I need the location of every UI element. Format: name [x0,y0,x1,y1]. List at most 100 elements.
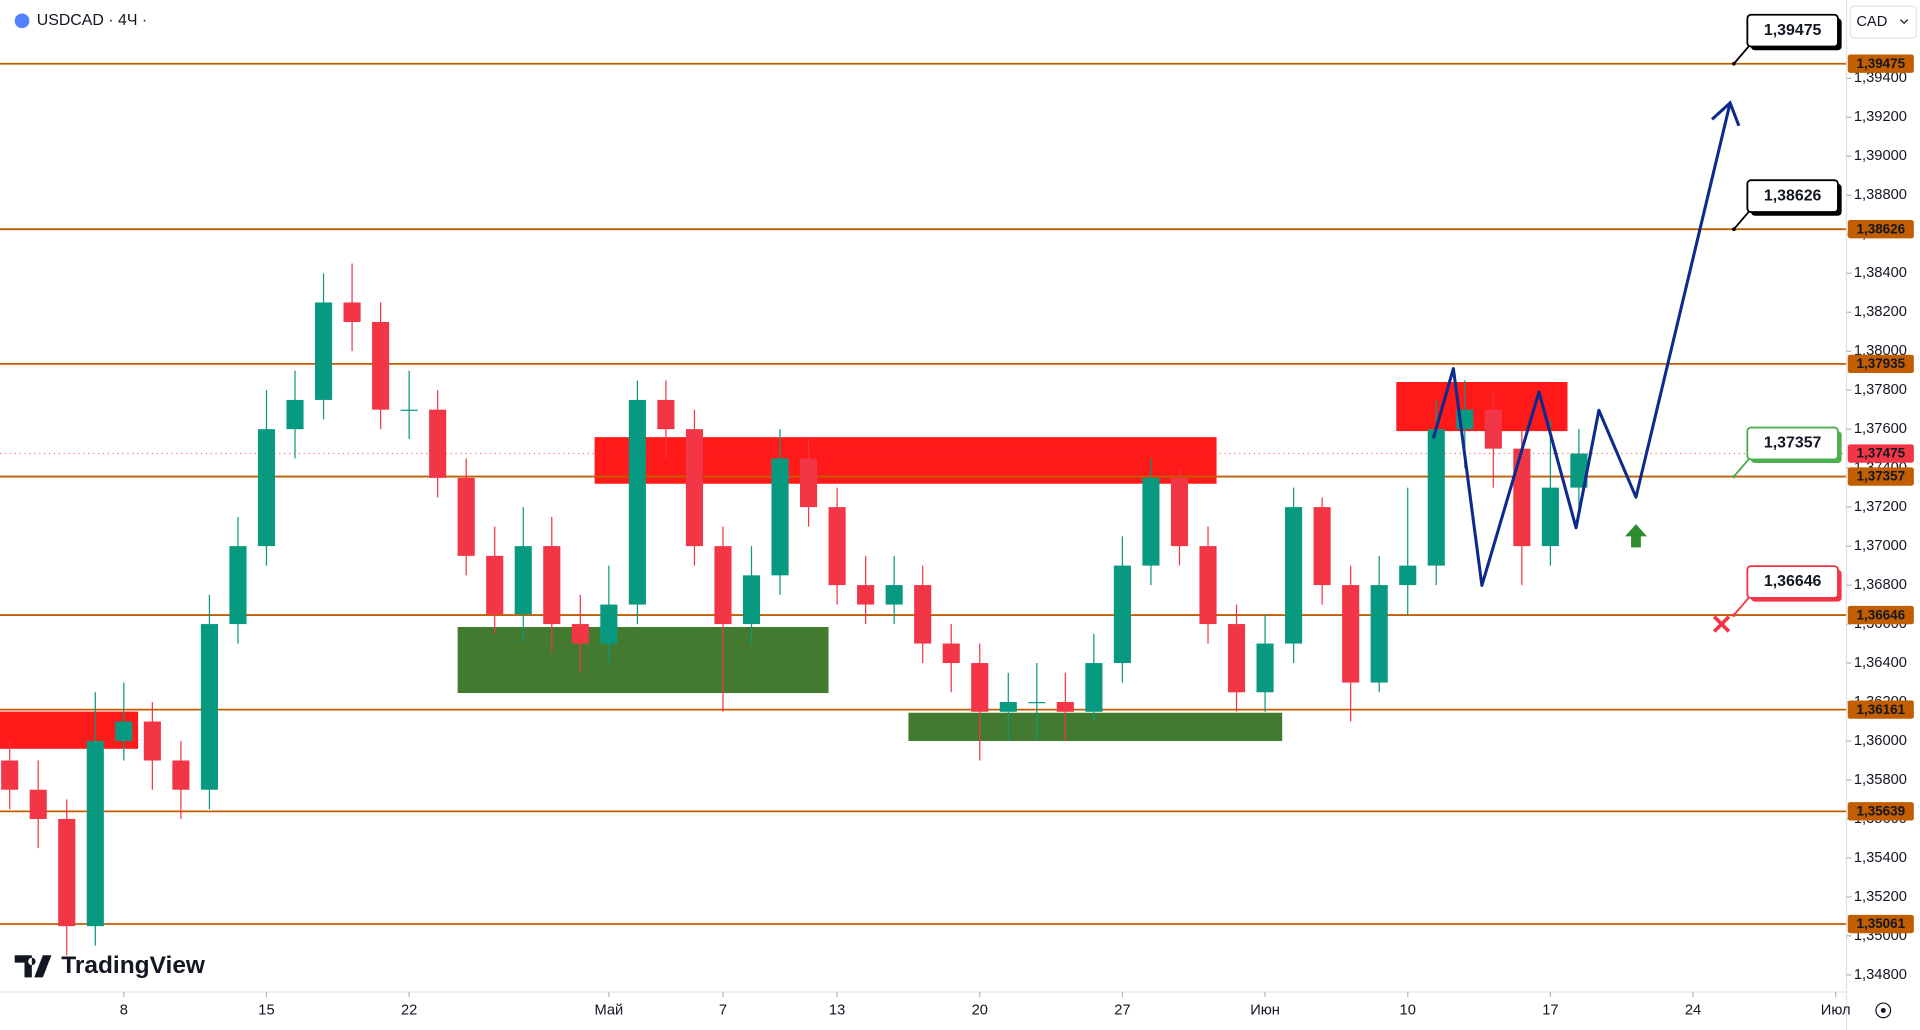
candle-body [914,585,932,644]
candle-body [457,477,475,556]
candle-body [1142,477,1160,566]
price-tag [1847,700,1914,719]
candle-body [771,458,789,576]
y-tick-label: 1,37600 [1854,421,1907,437]
x-tick-label: 24 [1685,1002,1701,1018]
candle-body [1113,565,1131,664]
candle-body [857,585,875,605]
price-tag-label: 1,35639 [1856,804,1905,819]
currency-button[interactable] [1849,5,1917,39]
candle-body [86,741,104,927]
y-tick-label: 1,37800 [1854,382,1907,398]
price-tag-label: 1,37475 [1856,446,1905,461]
target-connector [1733,211,1750,230]
y-tick-label: 1,37000 [1854,538,1907,554]
candle-body [657,399,675,430]
stop-signal [1712,615,1731,633]
candle-body [1570,453,1588,488]
candle-body [1285,507,1303,644]
candle-body [143,721,161,761]
price-tag-label: 1,36646 [1856,607,1905,622]
buy-signal [1624,524,1647,548]
candle-body [1170,477,1189,547]
candle-body [1484,409,1502,449]
candle-body [1342,585,1360,683]
currency-label[interactable]: CAD [1856,14,1887,30]
candle-body [486,555,504,615]
y-tick-label: 1,38200 [1854,304,1907,320]
price-tag-label: 1,36161 [1856,702,1905,717]
y-tick-label: 1,35200 [1854,889,1907,905]
zone [908,712,1283,742]
candle-body [885,585,903,605]
settings-button-dot[interactable] [1880,1007,1886,1013]
candle-body [999,702,1017,712]
target-label: 1,37357 [1764,435,1822,452]
target-anchor [1732,227,1736,232]
x-tick-label: Июн [1250,1002,1280,1018]
target-anchor [1732,613,1736,617]
target-box [1746,13,1839,48]
candle-body [742,575,761,625]
candle-body [828,507,846,586]
price-tag [1847,354,1914,374]
price-tag [1847,802,1914,821]
target-box [1746,426,1839,461]
price-tag-label: 1,35061 [1856,916,1905,931]
x-tick-label: Май [594,1002,623,1018]
candle-body [1,760,19,790]
y-tick-label: 1,36800 [1854,577,1907,593]
target-label: 1,38626 [1764,187,1822,204]
y-tick-label: 1,39000 [1854,148,1907,164]
target-anchor [1732,61,1736,66]
price-tag-label: 1,39475 [1856,56,1905,71]
candle-body [200,624,218,790]
candle-body [29,789,47,819]
candle-body [1028,702,1046,704]
price-tag-label: 1,37357 [1856,469,1905,484]
candle-body [1427,429,1445,566]
y-tick-label: 1,38400 [1854,265,1907,281]
candle-body [429,409,447,478]
x-tick-label: 17 [1542,1002,1558,1018]
settings-button[interactable] [1875,1002,1892,1019]
candle-body [1199,546,1217,625]
x-tick-label: 27 [1114,1002,1130,1018]
candle-body [685,429,704,547]
y-tick-label: 1,34800 [1854,967,1907,983]
price-axis: 1,348001,350001,352001,354001,356001,358… [1846,54,1914,983]
x-tick-label: 20 [972,1002,988,1018]
y-tick-label: 1,36000 [1854,733,1907,749]
symbol-title[interactable]: USDCAD · 4Ч · [37,12,147,29]
price-tag [1847,467,1914,486]
y-tick-label: 1,39200 [1854,109,1907,125]
candle-body [343,302,361,322]
candle-body [172,760,190,790]
price-axis-bg [1846,0,1920,1030]
price-tag [1847,444,1914,463]
candle-body [400,409,418,411]
candle-body [800,458,818,508]
candle-body [1513,448,1531,547]
candle-body [543,546,561,625]
price-tag [1847,220,1914,239]
y-tick-label: 1,35400 [1854,850,1907,866]
projection-arrowhead [1710,100,1741,127]
x-tick-label: 10 [1400,1002,1416,1018]
y-tick-label: 1,39400 [1854,70,1907,86]
candle-body [714,546,732,625]
candle-body [229,546,247,625]
target-box [1746,179,1839,213]
candle-body [115,721,133,742]
y-tick-label: 1,35800 [1854,772,1907,788]
target-label: 1,39475 [1764,22,1822,39]
candle-body [1256,643,1274,693]
x-tick-label: 13 [829,1002,845,1018]
candle-body [942,643,960,664]
symbol-flag [14,13,30,29]
candle-body [314,302,333,400]
currency-caret[interactable] [1899,19,1909,25]
